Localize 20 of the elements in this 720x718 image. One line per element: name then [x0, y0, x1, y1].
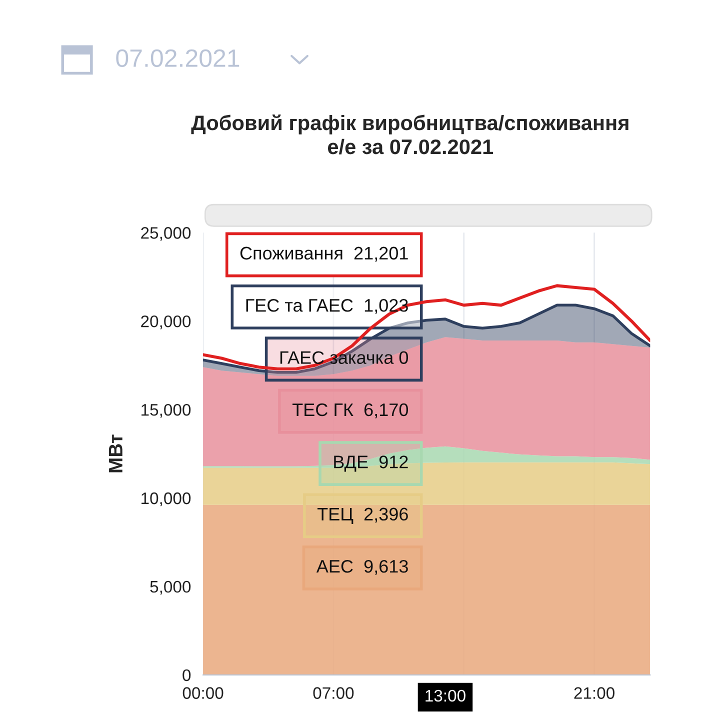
chart-title: Добовий графік виробництва/споживання е/е за 07.02.2021 [191, 114, 628, 154]
text: ТЕС ГК 6,170 [292, 403, 408, 418]
y-tick-label: 25,000 [141, 227, 191, 241]
text: ТЕЦ 2,396 [317, 508, 408, 524]
x-tick-label: 21:00 [574, 687, 614, 699]
text: 13:00 [426, 690, 466, 702]
y-axis-title: МВт [108, 434, 122, 472]
y-tick-label: 0 [182, 669, 191, 682]
y-tick-label: 20,000 [141, 315, 191, 330]
y-tick-label: 5,000 [150, 580, 191, 595]
text: 07.02.2021 [116, 49, 240, 68]
x-tick-label: 07:00 [313, 687, 354, 699]
text: АЕС 9,613 [316, 560, 408, 575]
text: Споживання 21,201 [240, 246, 408, 262]
y-tick-label: 10,000 [142, 492, 191, 506]
y-tick-label: 15,000 [142, 404, 191, 418]
line-series [203, 284, 650, 370]
text: ВДЕ 912 [334, 456, 408, 472]
annotation: ГАЕС закачка 0 [280, 351, 408, 364]
x-tick-label: 00:00 [182, 687, 224, 699]
